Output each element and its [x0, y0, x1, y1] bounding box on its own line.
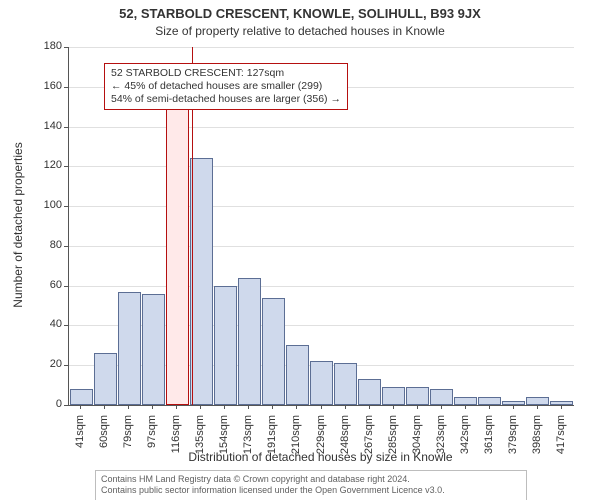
histogram-bar — [262, 298, 285, 405]
annotation-box: 52 STARBOLD CRESCENT: 127sqm ← 45% of de… — [104, 63, 348, 110]
y-tick-mark — [64, 286, 68, 287]
y-tick-mark — [64, 405, 68, 406]
histogram-bar — [454, 397, 477, 405]
chart-title-line2: Size of property relative to detached ho… — [0, 24, 600, 38]
x-tick-mark — [224, 405, 225, 409]
gridline — [69, 246, 574, 247]
y-tick-label: 100 — [32, 199, 62, 211]
y-tick-label: 0 — [32, 398, 62, 410]
y-tick-mark — [64, 87, 68, 88]
x-tick-mark — [393, 405, 394, 409]
histogram-bar — [406, 387, 429, 405]
annotation-line3: 54% of semi-detached houses are larger (… — [111, 93, 341, 106]
histogram-bar — [310, 361, 333, 405]
histogram-bar — [286, 345, 309, 405]
x-tick-label: 135sqm — [194, 415, 206, 465]
x-tick-label: 116sqm — [170, 415, 182, 465]
x-tick-mark — [489, 405, 490, 409]
histogram-bar — [382, 387, 405, 405]
y-tick-mark — [64, 127, 68, 128]
x-tick-mark — [465, 405, 466, 409]
x-tick-mark — [248, 405, 249, 409]
x-tick-mark — [80, 405, 81, 409]
gridline — [69, 127, 574, 128]
x-tick-label: 398sqm — [531, 415, 543, 465]
x-tick-label: 342sqm — [459, 415, 471, 465]
y-tick-mark — [64, 206, 68, 207]
chart-title-line1: 52, STARBOLD CRESCENT, KNOWLE, SOLIHULL,… — [0, 6, 600, 21]
x-tick-label: 41sqm — [74, 415, 86, 465]
x-tick-label: 248sqm — [339, 415, 351, 465]
x-tick-mark — [200, 405, 201, 409]
x-tick-label: 267sqm — [363, 415, 375, 465]
gridline — [69, 166, 574, 167]
x-tick-label: 210sqm — [290, 415, 302, 465]
x-tick-mark — [176, 405, 177, 409]
histogram-bar-highlight — [166, 103, 189, 405]
y-tick-label: 80 — [32, 239, 62, 251]
x-tick-label: 97sqm — [146, 415, 158, 465]
histogram-bar — [118, 292, 141, 405]
attribution-line1: Contains HM Land Registry data © Crown c… — [101, 474, 521, 485]
y-tick-label: 40 — [32, 318, 62, 330]
x-tick-mark — [561, 405, 562, 409]
histogram-bar — [94, 353, 117, 405]
y-tick-label: 60 — [32, 279, 62, 291]
x-tick-label: 379sqm — [507, 415, 519, 465]
x-tick-label: 229sqm — [315, 415, 327, 465]
y-tick-label: 20 — [32, 358, 62, 370]
attribution-line2: Contains public sector information licen… — [101, 485, 521, 496]
x-tick-label: 60sqm — [98, 415, 110, 465]
page-root: 52, STARBOLD CRESCENT, KNOWLE, SOLIHULL,… — [0, 0, 600, 500]
x-tick-label: 304sqm — [411, 415, 423, 465]
y-tick-label: 140 — [32, 120, 62, 132]
annotation-line2: ← 45% of detached houses are smaller (29… — [111, 80, 341, 93]
histogram-bar — [238, 278, 261, 405]
x-tick-mark — [345, 405, 346, 409]
histogram-bar — [70, 389, 93, 405]
x-tick-label: 191sqm — [266, 415, 278, 465]
histogram-bar — [190, 158, 213, 405]
x-tick-label: 173sqm — [242, 415, 254, 465]
histogram-bar — [358, 379, 381, 405]
histogram-bar — [478, 397, 501, 405]
x-tick-mark — [128, 405, 129, 409]
x-tick-mark — [321, 405, 322, 409]
annotation-line1: 52 STARBOLD CRESCENT: 127sqm — [111, 67, 341, 80]
y-axis-label: Number of detached properties — [11, 135, 25, 315]
y-tick-label: 120 — [32, 159, 62, 171]
histogram-bar — [430, 389, 453, 405]
x-tick-mark — [104, 405, 105, 409]
x-tick-label: 361sqm — [483, 415, 495, 465]
x-tick-mark — [152, 405, 153, 409]
histogram-bar — [526, 397, 549, 405]
x-tick-label: 79sqm — [122, 415, 134, 465]
y-tick-mark — [64, 365, 68, 366]
gridline — [69, 286, 574, 287]
x-tick-mark — [296, 405, 297, 409]
gridline — [69, 47, 574, 48]
histogram-plot: 52 STARBOLD CRESCENT: 127sqm ← 45% of de… — [68, 47, 574, 406]
x-tick-label: 323sqm — [435, 415, 447, 465]
x-tick-mark — [272, 405, 273, 409]
histogram-bar — [142, 294, 165, 405]
y-tick-mark — [64, 246, 68, 247]
x-tick-label: 417sqm — [555, 415, 567, 465]
x-tick-mark — [369, 405, 370, 409]
y-tick-mark — [64, 325, 68, 326]
y-tick-mark — [64, 47, 68, 48]
y-tick-mark — [64, 166, 68, 167]
gridline — [69, 206, 574, 207]
histogram-bar — [334, 363, 357, 405]
x-tick-label: 285sqm — [387, 415, 399, 465]
y-tick-label: 180 — [32, 40, 62, 52]
x-tick-label: 154sqm — [218, 415, 230, 465]
histogram-bar — [214, 286, 237, 405]
y-tick-label: 160 — [32, 80, 62, 92]
x-tick-mark — [417, 405, 418, 409]
x-tick-mark — [513, 405, 514, 409]
x-tick-mark — [537, 405, 538, 409]
attribution-box: Contains HM Land Registry data © Crown c… — [95, 470, 527, 500]
x-tick-mark — [441, 405, 442, 409]
